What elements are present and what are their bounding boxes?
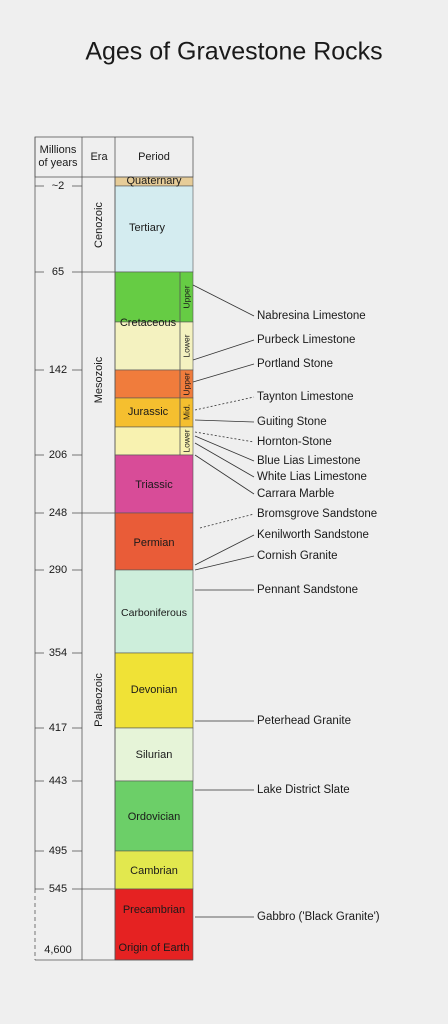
period-label: Devonian	[131, 684, 177, 696]
leader-line	[192, 363, 255, 383]
period-label: Ordovician	[128, 811, 181, 823]
period-label: Origin of Earth	[119, 942, 190, 954]
header-text: Era	[90, 151, 108, 163]
rock-label: Bromsgrove Sandstone	[257, 508, 377, 520]
leader-line	[194, 454, 255, 495]
age-label: 248	[49, 507, 67, 519]
leader-line	[199, 513, 255, 529]
period-block	[114, 569, 194, 654]
period-block	[114, 850, 194, 890]
era-label: Mesozoic	[93, 356, 105, 403]
period-label: Jurassic	[128, 406, 169, 418]
leader-line	[194, 534, 255, 566]
age-label: 417	[49, 722, 67, 734]
leader-line	[194, 555, 255, 571]
period-block	[114, 780, 194, 852]
title: Ages of Gravestone Rocks	[85, 38, 382, 66]
age-label: 206	[49, 449, 67, 461]
era-label: Palaeozoic	[93, 673, 105, 727]
period-label: Triassic	[135, 479, 173, 491]
rock-label: Blue Lias Limestone	[257, 455, 361, 467]
rock-label: Portland Stone	[257, 358, 333, 370]
leader-line	[194, 431, 255, 443]
subdivision-label: Lower	[181, 429, 191, 452]
rock-label: Hornton-Stone	[257, 436, 332, 448]
rock-label: Pennant Sandstone	[257, 584, 358, 596]
era-label: Cenozoic	[93, 202, 105, 248]
subdivision-label: Upper	[181, 285, 191, 308]
age-label: 443	[49, 775, 67, 787]
period-block	[114, 185, 194, 273]
subdivision-label: Lower	[181, 334, 191, 357]
leader-line	[194, 442, 255, 478]
rock-label: Carrara Marble	[257, 488, 334, 500]
period-block	[114, 512, 194, 571]
age-label: 545	[49, 883, 67, 895]
rock-label: Gabbro ('Black Granite')	[257, 911, 380, 923]
leader-line	[194, 419, 255, 423]
rock-label: Kenilworth Sandstone	[257, 529, 369, 541]
subdivision-label: Upper	[181, 372, 191, 395]
header-text: of years	[38, 157, 78, 169]
rock-label: Lake District Slate	[257, 784, 350, 796]
age-label: ~2	[52, 180, 65, 192]
header-text: Period	[138, 151, 170, 163]
age-label: 65	[52, 266, 64, 278]
period-label: Cambrian	[130, 865, 178, 877]
age-label: 142	[49, 364, 67, 376]
period-label: Quaternary	[126, 175, 182, 187]
age-label: 290	[49, 564, 67, 576]
leader-line	[192, 284, 255, 317]
period-block	[114, 888, 194, 961]
period-block	[114, 454, 194, 514]
period-label: Precambrian	[123, 904, 185, 916]
rock-label: Purbeck Limestone	[257, 334, 355, 346]
rock-label: Taynton Limestone	[257, 391, 354, 403]
period-label: Carboniferous	[121, 607, 187, 619]
age-label: 4,600	[44, 944, 72, 956]
rock-label: Peterhead Granite	[257, 715, 351, 727]
period-block	[114, 727, 194, 782]
age-label: 495	[49, 845, 67, 857]
leader-line	[194, 435, 255, 462]
rock-label: Nabresina Limestone	[257, 310, 366, 322]
rock-label: Cornish Granite	[257, 550, 338, 562]
period-label: Permian	[134, 537, 175, 549]
rock-label: Guiting Stone	[257, 416, 327, 428]
period-label: Cretaceous	[120, 317, 177, 329]
rock-label: White Lias Limestone	[257, 471, 367, 483]
leader-line	[192, 339, 255, 361]
period-label: Tertiary	[129, 222, 166, 234]
header-text: Millions	[40, 144, 77, 156]
period-label: Silurian	[136, 749, 173, 761]
subdivision-label: Mid.	[181, 404, 191, 420]
age-label: 354	[49, 647, 67, 659]
